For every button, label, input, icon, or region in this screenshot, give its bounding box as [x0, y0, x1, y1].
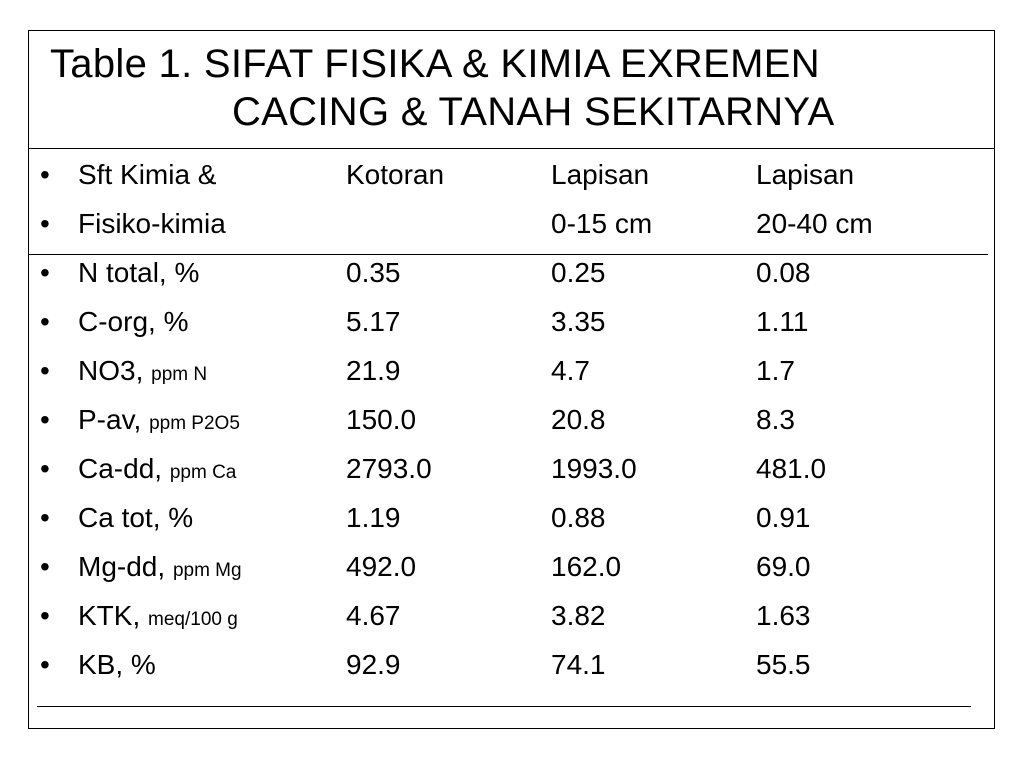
cell-kotoran: 5.17	[346, 306, 401, 337]
row-unit: ppm P2O5	[149, 413, 240, 434]
row-label: N total, %	[78, 257, 199, 289]
header-cell: Lapisan	[551, 159, 650, 190]
header-cell: Fisiko-kimia	[78, 208, 226, 239]
header-cell: Sft Kimia &	[78, 159, 217, 190]
row-label: KTK, meq/100 g	[78, 600, 238, 632]
cell-lapisan-0-15: 1993.0	[551, 453, 637, 484]
cell-lapisan-20-40: 1.63	[756, 600, 811, 631]
row-label-text: N total, %	[78, 257, 200, 288]
header-divider	[28, 254, 988, 255]
cell-lapisan-20-40: 0.91	[756, 502, 811, 533]
cell-lapisan-20-40: 69.0	[756, 551, 811, 582]
cell-lapisan-20-40: 8.3	[756, 404, 795, 435]
cell-lapisan-20-40: 1.7	[756, 355, 795, 386]
row-label-text: KTK,	[78, 600, 149, 631]
table-title: Table 1. SIFAT FISIKA & KIMIA EXREMEN CA…	[50, 40, 834, 136]
table-row: • NO3, ppm N 21.9 4.7 1.7	[0, 355, 1024, 404]
cell-lapisan-20-40: 481.0	[756, 453, 827, 484]
cell-lapisan-20-40: 55.5	[756, 649, 811, 680]
bullet: •	[40, 355, 50, 386]
bullet: •	[40, 649, 50, 680]
cell-lapisan-0-15: 162.0	[551, 551, 622, 582]
header-row: • Sft Kimia & Kotoran Lapisan Lapisan	[0, 159, 1024, 208]
row-unit: ppm N	[151, 364, 208, 385]
bullet: •	[40, 159, 50, 190]
row-label: NO3, ppm N	[78, 355, 207, 387]
row-label-text: P-av,	[78, 404, 150, 435]
bullet: •	[40, 257, 50, 288]
cell-kotoran: 2793.0	[346, 453, 432, 484]
table-row: • Ca tot, % 1.19 0.88 0.91	[0, 502, 1024, 551]
cell-lapisan-0-15: 0.25	[551, 257, 606, 288]
row-label-text: Ca tot, %	[78, 502, 194, 533]
row-label-text: Mg-dd,	[78, 551, 173, 582]
header-cell: 20-40 cm	[756, 208, 873, 239]
header-cell: 0-15 cm	[551, 208, 653, 239]
header-row: • Fisiko-kimia 0-15 cm 20-40 cm	[0, 208, 1024, 257]
cell-kotoran: 0.35	[346, 257, 401, 288]
table-frame	[28, 30, 995, 729]
row-label-text: C-org, %	[78, 306, 189, 337]
table-row: • P-av, ppm P2O5 150.0 20.8 8.3	[0, 404, 1024, 453]
bullet: •	[40, 502, 50, 533]
bullet: •	[40, 208, 50, 239]
table-row: • C-org, % 5.17 3.35 1.11	[0, 306, 1024, 355]
cell-lapisan-20-40: 0.08	[756, 257, 811, 288]
table-row: • Mg-dd, ppm Mg 492.0 162.0 69.0	[0, 551, 1024, 600]
row-unit: meq/100 g	[148, 609, 238, 630]
bullet: •	[40, 453, 50, 484]
cell-lapisan-20-40: 1.11	[756, 306, 809, 337]
cell-lapisan-0-15: 4.7	[551, 355, 590, 386]
bullet: •	[40, 600, 50, 631]
cell-kotoran: 92.9	[346, 649, 401, 680]
cell-lapisan-0-15: 3.35	[551, 306, 606, 337]
row-label: C-org, %	[78, 306, 188, 338]
cell-kotoran: 4.67	[346, 600, 401, 631]
row-unit: ppm Ca	[169, 462, 237, 483]
cell-kotoran: 21.9	[346, 355, 401, 386]
cell-lapisan-0-15: 3.82	[551, 600, 606, 631]
table-row: • N total, % 0.35 0.25 0.08	[0, 257, 1024, 306]
cell-kotoran: 150.0	[346, 404, 417, 435]
row-label: Ca-dd, ppm Ca	[78, 453, 236, 485]
row-label-text: Ca-dd,	[78, 453, 170, 484]
table-row: • Ca-dd, ppm Ca 2793.0 1993.0 481.0	[0, 453, 1024, 502]
cell-kotoran: 492.0	[346, 551, 417, 582]
bullet: •	[40, 404, 50, 435]
row-label: KB, %	[78, 649, 156, 681]
cell-lapisan-0-15: 0.88	[551, 502, 606, 533]
cell-lapisan-0-15: 20.8	[551, 404, 606, 435]
cell-lapisan-0-15: 74.1	[551, 649, 606, 680]
row-label: Mg-dd, ppm Mg	[78, 551, 242, 583]
table-row: • KTK, meq/100 g 4.67 3.82 1.63	[0, 600, 1024, 649]
table-row: • KB, % 92.9 74.1 55.5	[0, 649, 1024, 698]
bullet: •	[40, 551, 50, 582]
row-label-text: KB, %	[78, 649, 156, 680]
bottom-divider	[37, 706, 971, 707]
header-cell: Lapisan	[756, 159, 855, 190]
cell-kotoran: 1.19	[346, 502, 401, 533]
row-label: P-av, ppm P2O5	[78, 404, 240, 436]
row-label-text: NO3,	[78, 355, 152, 386]
title-line-1: Table 1. SIFAT FISIKA & KIMIA EXREMEN	[50, 42, 820, 86]
row-label: Ca tot, %	[78, 502, 193, 534]
row-unit: ppm Mg	[172, 560, 242, 581]
header-cell: Kotoran	[346, 159, 445, 190]
bullet: •	[40, 306, 50, 337]
title-divider	[28, 148, 995, 149]
title-line-2: CACING & TANAH SEKITARNYA	[232, 90, 835, 134]
